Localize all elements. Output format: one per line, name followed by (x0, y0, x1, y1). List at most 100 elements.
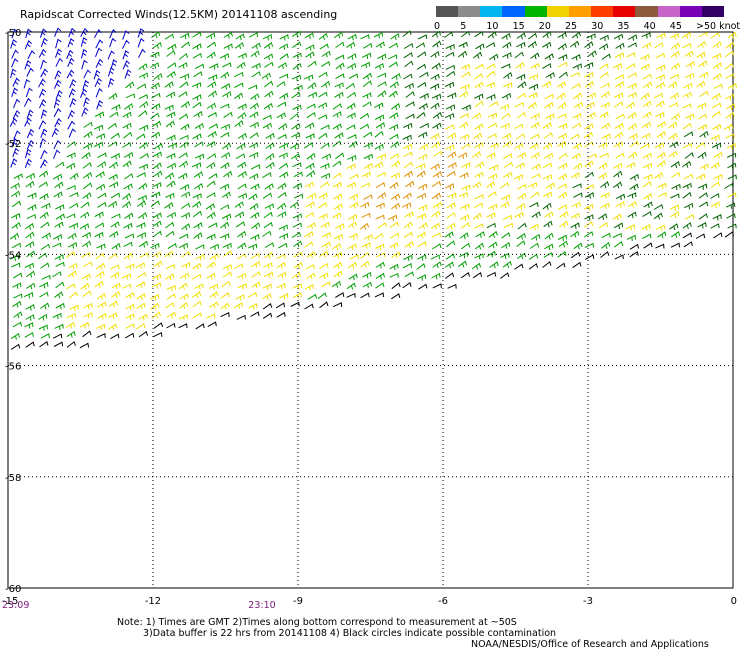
wind-barb (195, 323, 205, 330)
wind-barb (500, 201, 510, 209)
colorbar-swatch (591, 6, 614, 17)
wind-barb (516, 203, 526, 210)
wind-barb (220, 71, 230, 79)
wind-barb (586, 33, 596, 40)
wind-barb (333, 270, 343, 278)
wind-barb (517, 192, 527, 200)
wind-barb (360, 34, 370, 40)
wind-barb (362, 72, 372, 80)
wind-barb (66, 49, 74, 60)
wind-barb (682, 182, 692, 190)
wind-barb (289, 113, 300, 120)
wind-barb (10, 39, 17, 49)
wind-barb (178, 160, 189, 168)
wind-barb (727, 192, 737, 199)
wind-barb (530, 52, 540, 60)
wind-barb (389, 153, 400, 160)
wind-barb (307, 82, 317, 90)
wind-barb (642, 100, 652, 108)
wind-barb (179, 73, 190, 80)
wind-barb (516, 240, 526, 247)
wind-barb (416, 111, 426, 119)
wind-barb (166, 211, 177, 219)
wind-barb (419, 71, 429, 78)
wind-barb (584, 184, 595, 190)
wind-barb (23, 79, 31, 89)
wind-barb (121, 273, 132, 280)
wind-barb (207, 90, 218, 98)
wind-barb (447, 192, 457, 199)
wind-barb (585, 101, 595, 109)
wind-barb (153, 143, 163, 150)
wind-barb (68, 128, 76, 138)
wind-barb (615, 42, 625, 50)
wind-barb (109, 111, 119, 118)
wind-barb (360, 260, 370, 268)
wind-barb (642, 73, 652, 80)
note-line-2: 3)Data buffer is 22 hrs from 20141108 4)… (143, 628, 557, 639)
wind-barb (178, 62, 188, 69)
wind-barb (305, 162, 315, 170)
wind-barb (347, 214, 358, 221)
wind-barb (192, 300, 202, 308)
wind-barb (290, 301, 300, 307)
wind-barb (347, 53, 357, 60)
wind-barb (121, 200, 132, 208)
wind-barb (418, 131, 428, 139)
wind-barb (641, 121, 652, 129)
wind-barb (152, 41, 162, 49)
wind-barb (53, 341, 64, 347)
wind-barb (152, 162, 162, 170)
longitude-tick-label: 0 (731, 596, 737, 607)
wind-barb (333, 251, 343, 259)
wind-barb (38, 313, 48, 321)
wind-barb (584, 141, 594, 148)
wind-barb (178, 91, 188, 98)
wind-barb (711, 92, 721, 100)
wind-barb (136, 232, 147, 239)
wind-barb (135, 262, 146, 269)
colorbar-swatch (458, 6, 481, 17)
wind-barb (444, 81, 455, 89)
wind-barb (615, 193, 626, 201)
wind-barb (416, 274, 427, 281)
wind-barb (291, 232, 302, 239)
wind-barb (263, 41, 274, 49)
wind-barb (542, 63, 552, 69)
wind-barb (125, 313, 135, 320)
wind-barb (685, 61, 695, 68)
wind-barb (601, 53, 611, 60)
wind-barb (377, 90, 387, 98)
wind-barb (83, 69, 91, 79)
wind-barb (457, 152, 468, 159)
wind-barb (108, 173, 118, 181)
wind-barb (557, 234, 568, 242)
wind-barb (247, 84, 258, 90)
wind-barb (698, 213, 708, 220)
wind-barb (614, 122, 624, 130)
wind-barb (181, 250, 191, 258)
wind-barb (164, 81, 174, 89)
wind-barb (530, 121, 540, 129)
wind-barb (317, 202, 328, 209)
wind-barb (24, 117, 32, 127)
wind-barb (66, 341, 76, 348)
wind-barb (598, 172, 608, 180)
wind-barb (165, 221, 175, 229)
wind-barb (110, 264, 120, 270)
wind-barb (360, 292, 370, 299)
wind-barb (389, 221, 399, 229)
wind-barb (222, 91, 232, 98)
wind-barb (54, 79, 62, 89)
wind-barb (432, 111, 443, 119)
wind-barb (657, 182, 667, 190)
wind-barb (696, 80, 706, 88)
wind-barb (291, 74, 301, 81)
map-title: Rapidscat Corrected Winds(12.5KM) 201411… (20, 8, 338, 21)
wind-barb (95, 133, 106, 140)
wind-barb (527, 101, 538, 109)
wind-barb (67, 232, 77, 240)
wind-barb (655, 100, 665, 108)
wind-barb (236, 142, 246, 150)
wind-barb (52, 312, 62, 320)
